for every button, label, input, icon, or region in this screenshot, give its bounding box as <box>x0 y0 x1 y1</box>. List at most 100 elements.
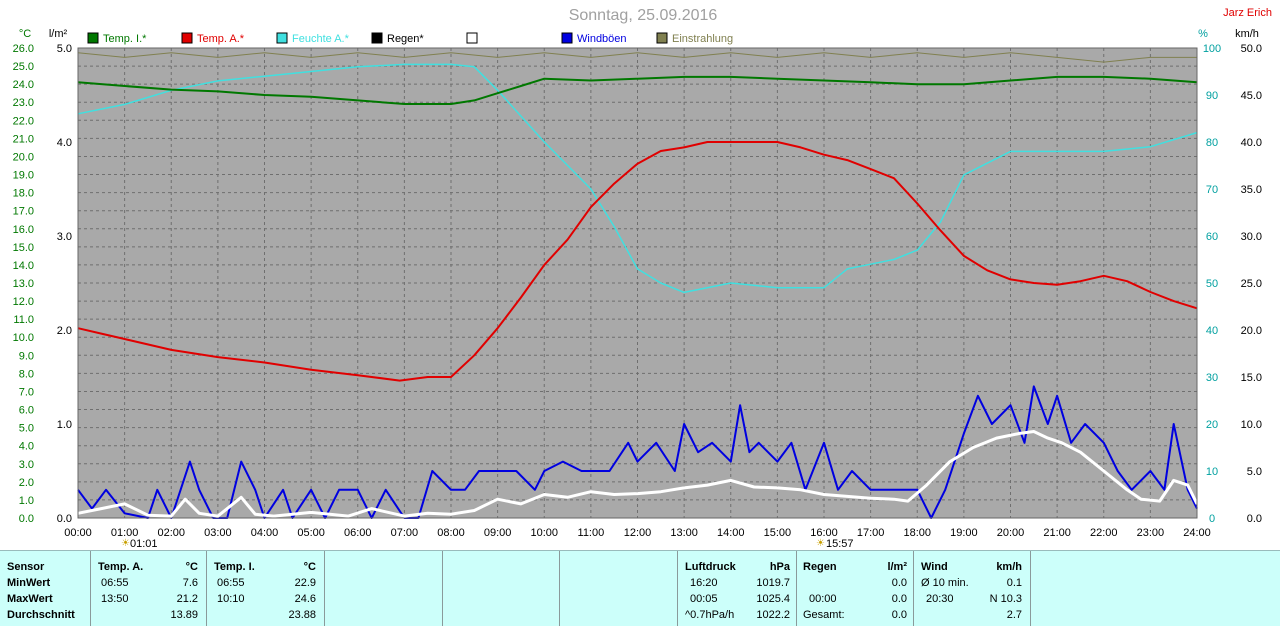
temp-tick-label: 24.0 <box>13 79 34 91</box>
temp-tick-label: 18.0 <box>13 188 34 200</box>
stats-header: Regen <box>803 561 837 573</box>
hum-tick-label: 90 <box>1206 90 1218 102</box>
stats-row-label: Durchschnitt <box>7 609 75 621</box>
x-tick-label: 21:00 <box>1043 527 1071 539</box>
legend-item: Feuchte A.* <box>276 32 350 45</box>
temp-tick-label: 13.0 <box>13 278 34 290</box>
x-tick-label: 03:00 <box>204 527 232 539</box>
stats-col-wind: Wind km/h Ø 10 min. 0.1 20:30 N 10.3 2.7 <box>913 551 1030 626</box>
stats-avg-value: 13.89 <box>170 609 198 621</box>
stats-col-empty-4 <box>1030 551 1280 626</box>
legend-item: Regen* <box>371 32 424 45</box>
x-tick-label: 23:00 <box>1137 527 1165 539</box>
stats-avg10-label: Ø 10 min. <box>921 577 969 589</box>
stats-total-label: Gesamt: <box>803 609 845 621</box>
temp-tick-label: 17.0 <box>13 206 34 218</box>
hum-tick-label: 20 <box>1206 419 1218 431</box>
sunrise-label: 01:01 <box>130 538 158 550</box>
rain-tick-label: 5.0 <box>57 43 72 55</box>
legend-swatch <box>561 32 573 44</box>
temp-tick-label: 10.0 <box>13 332 34 344</box>
x-tick-label: 05:00 <box>297 527 325 539</box>
temp-tick-label: 12.0 <box>13 296 34 308</box>
temp-tick-label: 25.0 <box>13 61 34 73</box>
stats-min-time: 16:20 <box>690 577 718 589</box>
stats-col-empty-1 <box>324 551 442 626</box>
x-tick-label: 22:00 <box>1090 527 1118 539</box>
temp-tick-label: 16.0 <box>13 224 34 236</box>
temp-tick-label: 4.0 <box>19 441 34 453</box>
wind-tick-label: 10.0 <box>1241 419 1262 431</box>
sun-icon: ☀ <box>121 538 130 549</box>
legend-swatch <box>466 32 478 44</box>
stats-unit: °C <box>185 561 198 573</box>
stats-max-time: 00:05 <box>690 593 718 605</box>
plot-frame <box>77 47 1198 519</box>
x-tick-label: 01:00 <box>111 527 139 539</box>
wind-tick-label: 25.0 <box>1241 278 1262 290</box>
chart-area: 00:00 01:00 02:00 03:00 04:00 05:00 06:00 07:00… <box>12 7 1272 550</box>
stats-header-sensor: Sensor <box>7 561 45 573</box>
temp-tick-label: 20.0 <box>13 151 34 163</box>
rain-tick-label: 1.0 <box>57 419 72 431</box>
legend-item: Temp. I.* <box>87 32 147 45</box>
x-tick-label: 18:00 <box>903 527 931 539</box>
rain-tick-label: 0.0 <box>57 513 72 525</box>
wind-tick-label: 50.0 <box>1241 43 1262 55</box>
series-line-wind <box>77 430 1199 518</box>
stats-total-value: 0.0 <box>891 609 907 621</box>
temp-tick-label: 2.0 <box>19 477 34 489</box>
stats-max-time: 20:30 <box>926 593 954 605</box>
x-tick-label: 12:00 <box>624 527 652 539</box>
legend-item: Windböen <box>561 32 627 45</box>
hum-tick-label: 60 <box>1206 231 1218 243</box>
temp-tick-label: 23.0 <box>13 97 34 109</box>
stats-min-value: 0.0 <box>891 577 907 589</box>
x-tick-label: 10:00 <box>530 527 558 539</box>
stats-col-pressure: Luftdruck hPa 16:20 1019.7 00:05 1025.4 … <box>677 551 796 626</box>
temp-tick-label: 26.0 <box>13 43 34 55</box>
legend-label: Windböen <box>577 33 627 45</box>
x-tick-label: 00:00 <box>64 527 92 539</box>
stats-col-empty-3 <box>559 551 677 626</box>
x-tick-label: 24:00 <box>1183 527 1211 539</box>
temp-tick-label: 7.0 <box>19 386 34 398</box>
x-tick-label: 04:00 <box>251 527 279 539</box>
x-tick-label: 14:00 <box>717 527 745 539</box>
legend-item: Temp. A.* <box>181 32 245 45</box>
wind-unit-label: km/h <box>1235 28 1259 40</box>
stats-max-time: 10:10 <box>217 593 245 605</box>
stats-avg-value: 1022.2 <box>756 609 790 621</box>
hum-tick-label: 70 <box>1206 184 1218 196</box>
sun-icon: ☀ <box>816 538 825 549</box>
temp-tick-label: 1.0 <box>19 495 34 507</box>
legend-label: Wind* <box>482 33 512 45</box>
temp-tick-label: 15.0 <box>13 242 34 254</box>
legend-label: Regen* <box>387 33 424 45</box>
hum-unit-label: % <box>1198 28 1208 40</box>
x-tick-label: 09:00 <box>484 527 512 539</box>
rain-tick-label: 2.0 <box>57 325 72 337</box>
stats-col-temp-a: Temp. A. °C 06:55 7.6 13:50 21.2 13.89 <box>90 551 206 626</box>
wind-tick-label: 0.0 <box>1247 513 1262 525</box>
hum-tick-label: 40 <box>1206 325 1218 337</box>
temp-tick-label: 14.0 <box>13 260 34 272</box>
stats-panel: Sensor MinWert MaxWert Durchschnitt Temp… <box>0 550 1280 626</box>
stats-header: Temp. I. <box>214 561 255 573</box>
hum-tick-label: 100 <box>1203 43 1221 55</box>
x-tick-label: 17:00 <box>857 527 885 539</box>
temp-tick-label: 6.0 <box>19 405 34 417</box>
temp-tick-label: 5.0 <box>19 423 34 435</box>
weather-chart: 00:00 01:00 02:00 03:00 04:00 05:00 06:00 07:00… <box>13 7 1272 550</box>
rain-tick-label: 4.0 <box>57 137 72 149</box>
series-line-einstrahlung <box>77 52 1197 63</box>
rain-tick-label: 3.0 <box>57 231 72 243</box>
wind-tick-label: 15.0 <box>1241 372 1262 384</box>
legend-label: Feuchte A.* <box>292 33 350 45</box>
stats-unit: km/h <box>996 561 1022 573</box>
stats-header: Luftdruck <box>685 561 736 573</box>
stats-col-rain: Regen l/m² 0.0 00:00 0.0 Gesamt: 0.0 <box>796 551 913 626</box>
stats-unit: hPa <box>769 561 790 573</box>
temp-tick-label: 0.0 <box>19 513 34 525</box>
x-tick-label: 11:00 <box>578 527 605 539</box>
